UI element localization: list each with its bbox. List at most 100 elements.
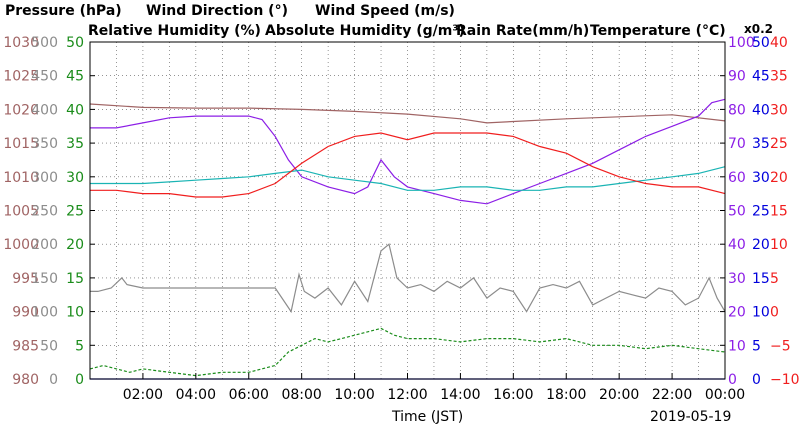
y-tick-rain-rate: 15 xyxy=(752,271,770,287)
y-tick-wind-direction: 300 xyxy=(31,170,58,186)
y-tick-wind-direction: 200 xyxy=(31,237,58,253)
series-wind-direction xyxy=(90,243,726,314)
y-tick-pressure: 1025 xyxy=(3,69,39,85)
y-tick-wind-speed: 5 xyxy=(75,338,84,354)
y-tick-humidity: 90 xyxy=(728,69,746,85)
series-absolute-humidity xyxy=(90,166,726,191)
x-tick-label: 18:00 xyxy=(546,387,586,403)
y-tick-wind-speed: 15 xyxy=(66,271,84,287)
series-pressure xyxy=(89,103,726,124)
x-tick-label: 12:00 xyxy=(387,387,427,403)
y-tick-temperature: −10 xyxy=(770,372,800,388)
x-tick-label: 02:00 xyxy=(123,387,163,403)
y-tick-humidity: 70 xyxy=(728,136,746,152)
y-tick-humidity: 100 xyxy=(728,35,755,51)
legend-wind-speed: Wind Speed (m/s) xyxy=(315,3,455,19)
y-tick-temperature: 0 xyxy=(770,305,779,321)
grid xyxy=(90,42,725,379)
y-tick-rain-rate: 50 xyxy=(752,35,770,51)
y-tick-temperature: 10 xyxy=(770,237,788,253)
y-tick-rain-rate: 35 xyxy=(752,136,770,152)
legend-rain-rate: Rain Rate(mm/h) xyxy=(456,23,589,39)
y-tick-temperature: −5 xyxy=(770,338,791,354)
y-tick-wind-direction: 50 xyxy=(40,338,58,354)
y-tick-pressure: 1005 xyxy=(3,204,39,220)
y-tick-rain-rate: 20 xyxy=(752,237,770,253)
y-tick-rain-rate: 40 xyxy=(752,102,770,118)
y-tick-humidity: 40 xyxy=(728,237,746,253)
y-tick-humidity: 0 xyxy=(728,372,737,388)
y-tick-wind-direction: 100 xyxy=(31,305,58,321)
series-temperature xyxy=(90,132,726,198)
y-tick-pressure: 1015 xyxy=(3,136,39,152)
y-tick-wind-speed: 20 xyxy=(66,237,84,253)
y-tick-rain-rate: 10 xyxy=(752,305,770,321)
y-tick-wind-speed: 40 xyxy=(66,102,84,118)
y-tick-temperature: 15 xyxy=(770,204,788,220)
y-tick-temperature: 40 xyxy=(770,35,788,51)
y-tick-wind-direction: 150 xyxy=(31,271,58,287)
y-tick-pressure: 995 xyxy=(12,271,39,287)
legend-temperature: Temperature (°C) xyxy=(590,23,726,39)
y-tick-wind-speed: 45 xyxy=(66,69,84,85)
y-tick-humidity: 30 xyxy=(728,271,746,287)
legend-row-2: Relative Humidity (%) Absolute Humidity … xyxy=(88,22,773,39)
y-tick-pressure: 1000 xyxy=(3,237,39,253)
y-tick-wind-direction: 400 xyxy=(31,102,58,118)
x-axis: 02:00 04:00 06:00 08:00 10:00 12:00 14:00 16:00… xyxy=(123,373,745,403)
legend-abs-humidity-factor: x0.2 xyxy=(744,22,773,36)
y-tick-temperature: 20 xyxy=(770,170,788,186)
y-tick-pressure: 985 xyxy=(12,338,39,354)
legend-relative-humidity: Relative Humidity (%) xyxy=(88,23,261,39)
y-tick-rain-rate: 45 xyxy=(752,69,770,85)
date-label: 2019-05-19 xyxy=(650,409,731,425)
y-tick-wind-speed: 25 xyxy=(66,204,84,220)
y-tick-humidity: 50 xyxy=(728,204,746,220)
y-tick-temperature: 25 xyxy=(770,136,788,152)
y-tick-temperature: 30 xyxy=(770,102,788,118)
x-tick-label: 10:00 xyxy=(334,387,374,403)
y-tick-pressure: 990 xyxy=(12,305,39,321)
x-tick-label: 20:00 xyxy=(599,387,639,403)
x-tick-label: 08:00 xyxy=(281,387,321,403)
y-tick-wind-direction: 450 xyxy=(31,69,58,85)
y-tick-rain-rate: 5 xyxy=(752,338,761,354)
y-tick-temperature: 35 xyxy=(770,69,788,85)
y-tick-humidity: 10 xyxy=(728,338,746,354)
x-axis-label: Time (JST) xyxy=(391,409,463,425)
series-relative-humidity xyxy=(90,98,726,205)
y-tick-rain-rate: 0 xyxy=(752,372,761,388)
x-tick-label: 04:00 xyxy=(176,387,216,403)
y-tick-wind-speed: 30 xyxy=(66,170,84,186)
series-wind-speed xyxy=(89,327,726,377)
y-tick-wind-speed: 10 xyxy=(66,305,84,321)
y-tick-wind-direction: 500 xyxy=(31,35,58,51)
y-tick-wind-speed: 0 xyxy=(75,372,84,388)
y-tick-wind-speed: 35 xyxy=(66,136,84,152)
y-tick-temperature: 5 xyxy=(770,271,779,287)
y-tick-wind-direction: 0 xyxy=(49,372,58,388)
y-tick-rain-rate: 30 xyxy=(752,170,770,186)
y-tick-pressure: 1030 xyxy=(3,35,39,51)
y-tick-pressure: 1010 xyxy=(3,170,39,186)
y-axes: 1030102510201015101010051000995990985980… xyxy=(3,35,799,388)
y-tick-wind-direction: 350 xyxy=(31,136,58,152)
y-tick-humidity: 20 xyxy=(728,305,746,321)
legend-absolute-humidity: Absolute Humidity (g/m³) xyxy=(265,23,465,39)
x-tick-label: 00:00 xyxy=(705,387,745,403)
y-tick-rain-rate: 25 xyxy=(752,204,770,220)
y-tick-wind-speed: 50 xyxy=(66,35,84,51)
y-tick-pressure: 980 xyxy=(12,372,39,388)
legend-row-1: Pressure (hPa) Wind Direction (°) Wind S… xyxy=(5,3,455,19)
x-tick-label: 22:00 xyxy=(652,387,692,403)
legend-pressure: Pressure (hPa) xyxy=(5,3,122,19)
y-tick-humidity: 60 xyxy=(728,170,746,186)
x-tick-label: 06:00 xyxy=(229,387,269,403)
x-tick-label: 14:00 xyxy=(440,387,480,403)
x-tick-label: 16:00 xyxy=(493,387,533,403)
y-tick-wind-direction: 250 xyxy=(31,204,58,220)
y-tick-pressure: 1020 xyxy=(3,102,39,118)
plot-series xyxy=(89,98,726,380)
legend-wind-direction: Wind Direction (°) xyxy=(146,3,288,19)
